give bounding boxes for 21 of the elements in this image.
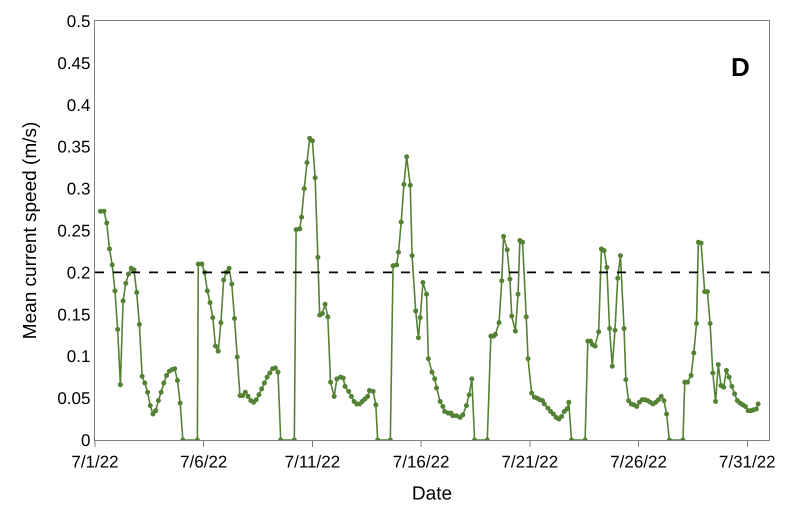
- x-tick-label: 7/26/22: [610, 452, 667, 472]
- y-tick-label: 0.2: [66, 263, 90, 282]
- y-tick-label: 0.5: [66, 12, 90, 31]
- x-tick-label: 7/21/22: [501, 452, 558, 472]
- y-tick-label: 0.05: [57, 389, 90, 408]
- y-tick-label: 0.25: [57, 221, 90, 240]
- x-tick-label: 7/6/22: [180, 452, 228, 472]
- x-tick-label: 7/16/22: [392, 452, 450, 472]
- y-tick-label: 0.1: [66, 347, 90, 366]
- y-tick-label: 0.35: [57, 138, 90, 157]
- y-tick-label: 0.15: [57, 305, 90, 324]
- x-tick-label: 7/11/22: [284, 452, 340, 472]
- x-tick-label: 7/31/22: [718, 452, 776, 472]
- annotation: D: [731, 52, 750, 82]
- y-tick-label: 0.4: [66, 96, 90, 115]
- y-tick-label: 0.3: [66, 180, 90, 199]
- y-tick-label: 0.45: [57, 54, 90, 73]
- y-axis-title: Mean current speed (m/s): [20, 122, 42, 340]
- x-axis-title: Date: [412, 483, 452, 504]
- y-tick-label: 0: [80, 430, 90, 450]
- x-tick-label: 7/1/22: [71, 452, 119, 472]
